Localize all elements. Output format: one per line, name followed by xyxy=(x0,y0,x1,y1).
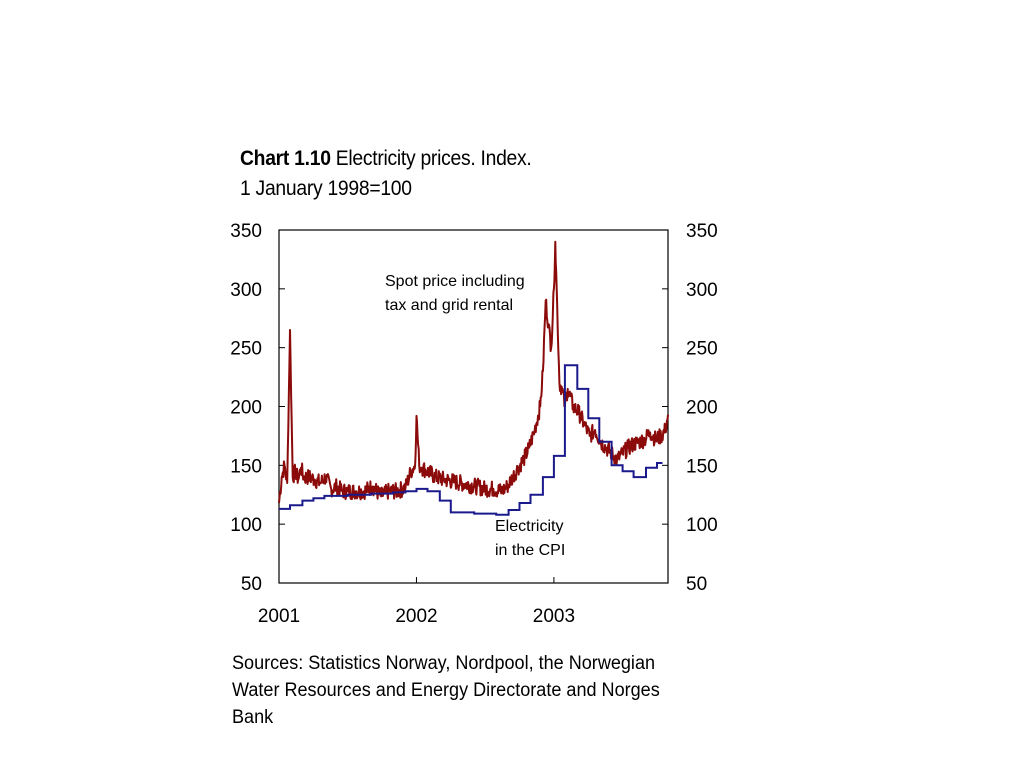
y-tick-label-right: 250 xyxy=(686,339,718,360)
y-tick-label-right: 350 xyxy=(686,221,718,242)
y-tick-label-right: 200 xyxy=(686,398,718,419)
y-tick-label-left: 150 xyxy=(230,456,262,477)
series-annotation-cpi: Electricity xyxy=(495,518,563,535)
chart-title: Chart 1.10 Electricity prices. Index. 1 … xyxy=(240,144,532,204)
y-tick-label-left: 200 xyxy=(230,398,262,419)
series-annotation-spot: Spot price including xyxy=(385,273,525,290)
series-annotation-spot: tax and grid rental xyxy=(385,297,513,314)
series-annotation-cpi: in the CPI xyxy=(495,542,565,559)
chart-axes: 50 50 100 100 150 150 200 200 250 250 300 300 350 350… xyxy=(230,221,717,627)
x-tick-label: 2001 xyxy=(258,606,300,627)
y-tick-label-left: 100 xyxy=(230,515,262,536)
chart-title-number: Chart 1.10 xyxy=(240,147,331,170)
chart-series xyxy=(278,240,669,516)
y-tick-label-right: 150 xyxy=(686,456,718,477)
y-tick-label-right: 100 xyxy=(686,515,718,536)
cpi-electricity-line xyxy=(279,364,663,516)
chart-annotations: Spot price including tax and grid rental E… xyxy=(385,273,565,559)
chart-title-text: Electricity prices. Index. xyxy=(330,147,532,170)
chart-subtitle: 1 January 1998=100 xyxy=(240,177,412,200)
y-tick-label-left: 350 xyxy=(230,221,262,242)
x-tick-label: 2003 xyxy=(533,606,575,627)
y-tick-label-right: 50 xyxy=(686,574,707,595)
sources-note: Sources: Statistics Norway, Nordpool, th… xyxy=(232,653,660,728)
y-tick-label-right: 300 xyxy=(686,280,718,301)
y-tick-label-left: 300 xyxy=(230,280,262,301)
y-tick-label-left: 50 xyxy=(241,574,262,595)
y-tick-label-left: 250 xyxy=(230,339,262,360)
x-tick-label: 2002 xyxy=(395,606,437,627)
spot-price-line xyxy=(278,240,669,504)
